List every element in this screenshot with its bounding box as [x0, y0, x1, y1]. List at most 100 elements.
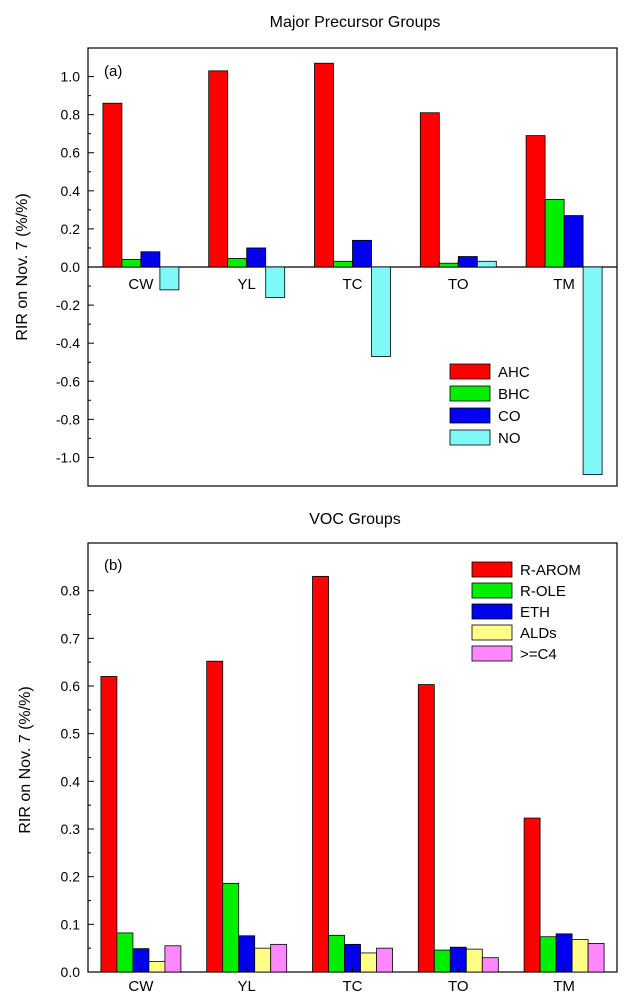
bar-bhc-to	[438, 262, 459, 268]
y-tick-label: 0.4	[61, 773, 81, 789]
y-tick-label: -1.0	[56, 449, 80, 465]
bar-alds-tc	[360, 952, 377, 973]
legend-swatch	[471, 603, 513, 620]
panel-a-label: (a)	[104, 63, 122, 80]
bar-co-tc	[352, 239, 372, 268]
bar-rarom-yl	[206, 660, 224, 973]
panel-a-chart: Major Precursor Groups (a) RIR on Nov. 7…	[14, 14, 618, 487]
legend-label: ALDs	[520, 625, 557, 642]
category-label: CW	[128, 276, 154, 293]
bar-ahc-to	[419, 112, 440, 268]
bar-ahc-yl	[208, 70, 229, 268]
y-tick-label: 0.0	[61, 964, 81, 980]
bar-role-tm	[539, 936, 557, 973]
legend-label: R-AROM	[520, 562, 581, 579]
bar-ahc-tc	[314, 62, 334, 268]
panel-a-y-axis-label: RIR on Nov. 7 (%/%)	[14, 193, 31, 340]
legend-swatch	[449, 429, 491, 446]
legend-swatch	[449, 407, 491, 424]
bar-bhc-yl	[227, 258, 248, 268]
bar-alds-yl	[254, 947, 272, 973]
category-label: TC	[343, 276, 363, 293]
bar-co-cw	[140, 251, 161, 268]
legend-label: AHC	[498, 364, 530, 381]
y-tick-label: 1.0	[61, 69, 81, 85]
bar-ahc-cw	[102, 102, 123, 268]
bar-c4-tc	[376, 947, 393, 973]
bar-co-to	[457, 256, 478, 268]
bar-co-tm	[563, 215, 584, 268]
bar-c4-yl	[270, 943, 288, 973]
category-label: TO	[448, 276, 469, 293]
legend-swatch	[449, 363, 491, 380]
legend-swatch	[449, 385, 491, 402]
panel-b-title: VOC Groups	[309, 511, 401, 528]
category-label: CW	[128, 978, 154, 995]
bar-rarom-cw	[100, 676, 118, 973]
bar-no-yl	[265, 266, 286, 298]
bar-alds-tm	[571, 939, 589, 973]
y-tick-label: 0.8	[61, 583, 81, 599]
bar-co-yl	[246, 247, 267, 268]
bar-alds-cw	[148, 961, 166, 973]
bar-rarom-to	[417, 684, 435, 973]
panel-b-chart: VOC Groups (b) RIR on Nov. 7 (%/%) 0.0 0.…	[17, 511, 618, 995]
y-tick-label: 0.0	[61, 259, 81, 275]
legend-swatch	[471, 624, 513, 641]
y-tick-label: 0.5	[61, 726, 81, 742]
bar-role-tc	[328, 934, 345, 973]
y-tick-label: 0.3	[61, 821, 81, 837]
y-tick-label: 0.1	[61, 916, 81, 932]
bar-rarom-tm	[523, 817, 541, 973]
panel-b-y-axis-label: RIR on Nov. 7 (%/%)	[17, 686, 34, 833]
y-tick-label: 0.6	[61, 145, 81, 161]
category-label: YL	[238, 276, 256, 293]
bar-alds-to	[465, 948, 483, 973]
y-tick-label: 0.8	[61, 107, 81, 123]
legend-label: R-OLE	[520, 583, 566, 600]
legend-swatch	[471, 561, 513, 578]
bar-bhc-tm	[544, 198, 565, 268]
bar-role-cw	[116, 932, 134, 973]
category-label: TC	[343, 978, 363, 995]
category-label: TM	[553, 276, 575, 293]
y-tick-label: 0.2	[61, 869, 81, 885]
y-tick-label: -0.8	[56, 411, 80, 427]
bar-no-cw	[159, 266, 180, 291]
legend-label: ETH	[520, 604, 550, 621]
y-tick-label: 0.2	[61, 221, 81, 237]
bar-c4-to	[481, 957, 499, 973]
legend-label: >=C4	[520, 646, 557, 663]
bar-c4-tm	[587, 943, 605, 973]
bar-bhc-cw	[121, 258, 142, 268]
y-tick-label: -0.4	[56, 335, 80, 351]
bar-eth-tm	[555, 933, 573, 973]
bar-ahc-tm	[525, 135, 546, 268]
y-tick-label: 0.7	[61, 630, 81, 646]
legend-label: BHC	[498, 386, 530, 403]
y-tick-label: 0.4	[61, 183, 81, 199]
y-tick-label: -0.6	[56, 373, 80, 389]
legend-swatch	[471, 582, 513, 599]
legend-swatch	[471, 645, 513, 662]
panel-a-legend: AHC BHC CO NO	[449, 363, 530, 447]
bar-rarom-tc	[312, 575, 329, 973]
category-label: TM	[553, 978, 575, 995]
bar-bhc-tc	[333, 260, 353, 268]
bar-no-to	[476, 260, 497, 268]
category-label: YL	[238, 978, 256, 995]
bar-no-tc	[371, 266, 391, 357]
bar-eth-yl	[238, 935, 256, 973]
y-tick-label: 0.6	[61, 678, 81, 694]
y-tick-label: -0.2	[56, 297, 80, 313]
bar-no-tm	[582, 266, 603, 475]
bar-c4-cw	[164, 945, 182, 973]
legend-label: NO	[498, 430, 521, 447]
bar-role-to	[433, 949, 451, 973]
legend-label: CO	[498, 408, 521, 425]
category-label: TO	[448, 978, 469, 995]
panel-b-label: (b)	[104, 557, 122, 574]
bar-role-yl	[222, 882, 240, 973]
panel-b-legend: R-AROM R-OLE ETH ALDs >=C4	[471, 561, 581, 663]
